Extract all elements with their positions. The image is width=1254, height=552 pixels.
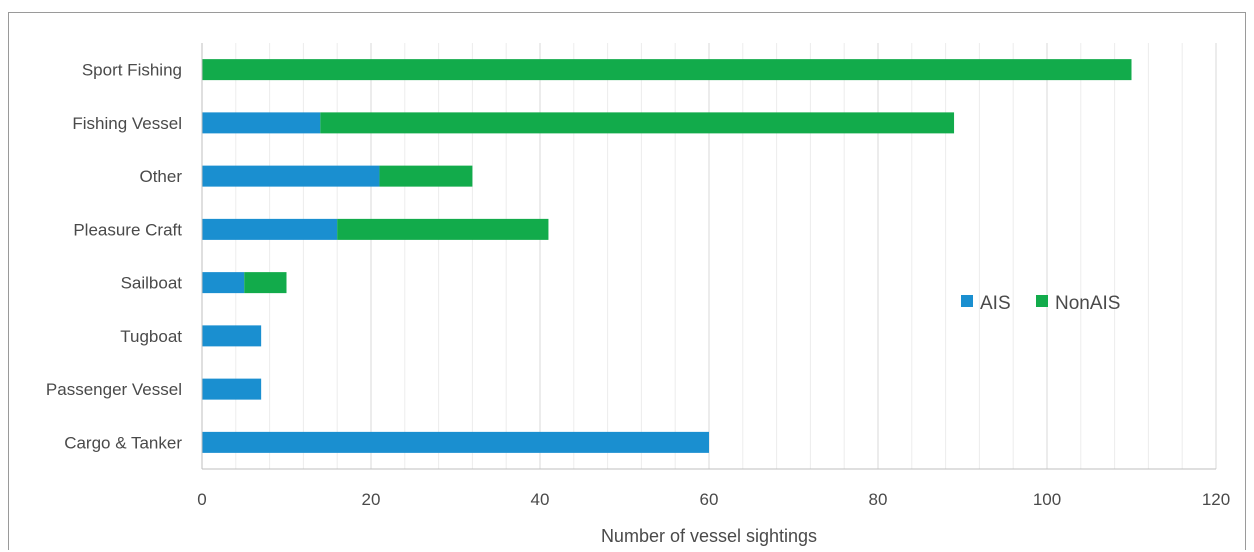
bar-nonais-pleasure-craft — [337, 218, 549, 240]
bar-ais-cargo-tanker — [202, 431, 709, 453]
x-axis-title: Number of vessel sightings — [601, 526, 817, 546]
category-label: Tugboat — [120, 327, 182, 346]
bar-nonais-sailboat — [244, 272, 287, 294]
legend-swatch-ais — [961, 295, 973, 307]
x-tick-labels: 0 20 40 60 80 100 120 — [197, 490, 1230, 509]
category-label: Cargo & Tanker — [64, 433, 182, 452]
bar-nonais-sport-fishing — [202, 59, 1132, 81]
category-label: Sailboat — [121, 274, 183, 293]
category-label: Other — [139, 167, 182, 186]
bar-ais-fishing-vessel — [202, 112, 321, 134]
legend-swatch-nonais — [1036, 295, 1048, 307]
category-label: Pleasure Craft — [73, 220, 182, 239]
legend: AIS NonAIS — [961, 293, 1120, 314]
x-tick-label: 40 — [531, 490, 550, 509]
bar-ais-tugboat — [202, 325, 262, 347]
x-tick-label: 20 — [362, 490, 381, 509]
x-tick-label: 0 — [197, 490, 206, 509]
category-label: Sport Fishing — [82, 61, 182, 80]
gridlines — [235, 43, 1217, 469]
x-tick-label: 100 — [1033, 490, 1061, 509]
legend-label-ais: AIS — [980, 293, 1011, 314]
category-label: Passenger Vessel — [46, 380, 182, 399]
x-tick-label: 60 — [700, 490, 719, 509]
x-tick-label: 120 — [1202, 490, 1230, 509]
bar-ais-passenger-vessel — [202, 378, 262, 400]
bar-ais-sailboat — [202, 272, 245, 294]
bar-ais-pleasure-craft — [202, 218, 338, 240]
category-label: Fishing Vessel — [72, 114, 182, 133]
bars — [202, 59, 1132, 453]
bar-nonais-fishing-vessel — [320, 112, 955, 134]
bar-ais-other — [202, 165, 380, 187]
category-labels: Cargo & Tanker Passenger Vessel Tugboat Sai… — [46, 61, 182, 453]
x-tick-label: 80 — [869, 490, 888, 509]
legend-label-nonais: NonAIS — [1055, 293, 1120, 314]
bar-nonais-other — [379, 165, 473, 187]
